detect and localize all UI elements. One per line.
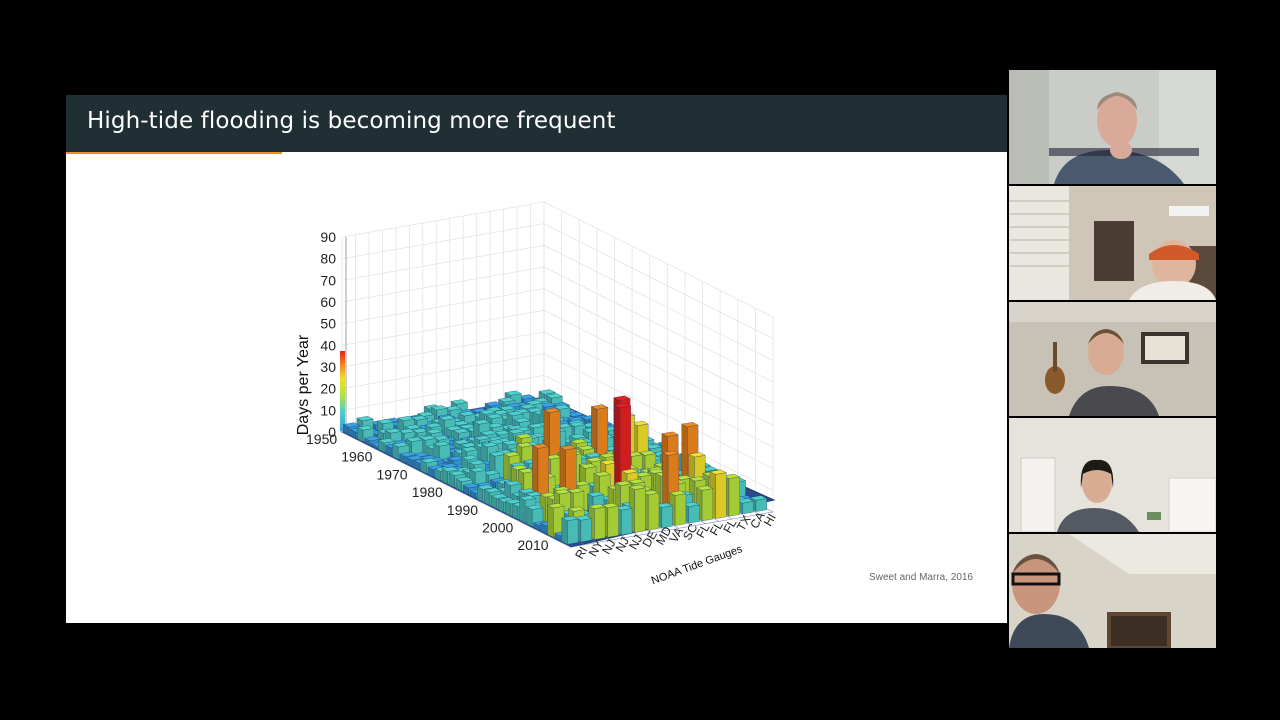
gauge-tick-label: FL [693, 521, 712, 540]
video-tile-participant-4[interactable] [1009, 418, 1216, 532]
chart-bar [547, 503, 565, 538]
chart-bar [433, 441, 451, 463]
z-tick-label: 70 [320, 272, 336, 288]
video-tile-participant-3[interactable] [1009, 302, 1216, 416]
video-tile-participant-5[interactable] [1009, 534, 1216, 648]
participant-gallery [1009, 70, 1216, 650]
citation: Sweet and Marra, 2016 [869, 572, 973, 583]
gauge-tick-label: VA [666, 525, 686, 545]
gauge-tick-label: NJ [626, 532, 645, 552]
gauge-tick-label: NJ [599, 537, 618, 557]
video-tile-participant-1[interactable] [1009, 70, 1216, 184]
chart-back-walls [341, 201, 774, 513]
z-axis-label: Days per Year [295, 334, 312, 435]
colorbar [340, 351, 345, 431]
z-tick-label: 40 [320, 337, 336, 353]
z-tick-label: 90 [320, 229, 336, 245]
z-axis-ticks: 0 10 20 30 40 50 60 70 80 90 [320, 229, 336, 440]
chart-bar [561, 515, 579, 545]
year-tick-label: 1970 [376, 466, 407, 482]
x-axis-label: NOAA Tide Gauges [650, 543, 745, 587]
year-tick-label: 1990 [447, 502, 478, 518]
year-tick-label: 1980 [412, 484, 443, 500]
gauge-tick-label: NJ [613, 535, 632, 555]
chart-bar [455, 476, 473, 492]
z-tick-label: 0 [328, 424, 336, 440]
z-tick-label: 60 [320, 294, 336, 310]
z-tick-label: 10 [320, 402, 336, 418]
title-accent-bar [66, 152, 282, 154]
year-tick-label: 2000 [482, 519, 513, 535]
slide-header: High-tide flooding is becoming more freq… [66, 95, 1007, 152]
year-tick-label: 1950 [306, 431, 337, 447]
gauge-tick-label: FL [720, 516, 739, 535]
year-tick-label: 2010 [517, 537, 548, 553]
gauge-tick-label: FL [707, 519, 726, 538]
z-tick-label: 30 [320, 359, 336, 375]
slide-title: High-tide flooding is becoming more freq… [87, 108, 616, 134]
year-tick-label: 1960 [341, 449, 372, 465]
chart-bar [736, 498, 754, 515]
z-tick-label: 80 [320, 251, 336, 267]
slide: High-tide flooding is becoming more freq… [66, 95, 1007, 623]
video-tile-participant-2[interactable] [1009, 186, 1216, 300]
z-tick-label: 20 [320, 381, 336, 397]
z-tick-label: 50 [320, 316, 336, 332]
chart-bars [342, 389, 768, 545]
gauge-tick-label: TX [734, 513, 754, 533]
